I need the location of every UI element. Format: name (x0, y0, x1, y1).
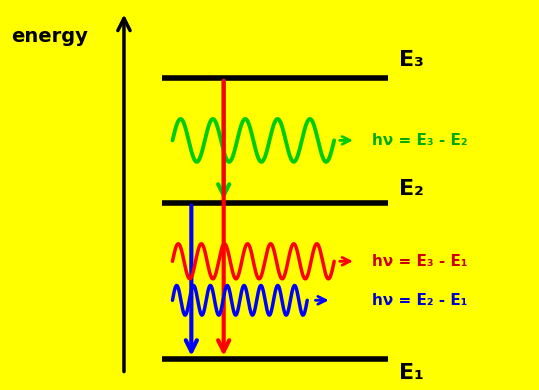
Text: E₁: E₁ (399, 363, 424, 383)
Text: hν = E₃ - E₁: hν = E₃ - E₁ (372, 254, 467, 269)
Text: E₂: E₂ (399, 179, 424, 199)
Text: energy: energy (11, 27, 88, 46)
Text: E₃: E₃ (399, 50, 424, 70)
Text: hν = E₃ - E₂: hν = E₃ - E₂ (372, 133, 467, 148)
Text: hν = E₂ - E₁: hν = E₂ - E₁ (372, 293, 467, 308)
